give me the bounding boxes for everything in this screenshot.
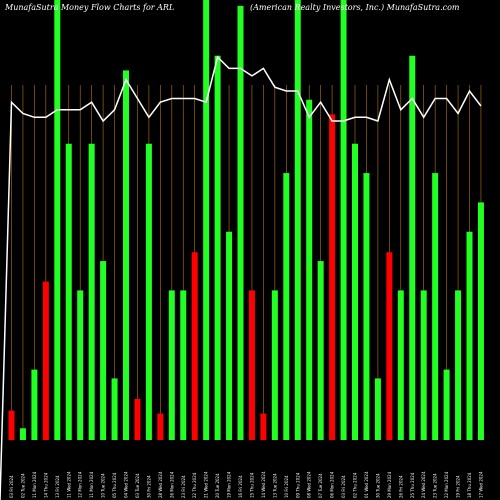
bar [42,281,49,440]
x-tick-label: 03 Fri 2024 [9,475,14,498]
bar-series [8,0,484,441]
bar [294,0,301,440]
bar [237,5,244,440]
bar [271,290,278,440]
bar [306,99,313,440]
bar [88,143,95,440]
x-tick-label: 02 Thu 2024 [353,472,358,498]
x-tick-label: 15 Thu 2024 [249,472,254,498]
bar [214,55,221,440]
x-tick-label: 30 Tue 2024 [375,473,380,498]
x-tick-label: 22 Thu 2024 [192,472,197,498]
x-tick-label: 08 Wed 2024 [307,471,312,498]
x-tick-label: 10 Fri 2024 [284,475,289,498]
bar [260,413,267,440]
bar [352,143,358,440]
x-tick-label: 04 Wed 2024 [124,471,129,498]
bar [420,290,427,440]
bar [180,290,187,440]
bar [283,173,290,441]
x-tick-label: 23 Tue 2024 [433,473,438,498]
bar [31,369,38,440]
bar [455,290,462,440]
bar [157,413,164,440]
bar [248,290,255,440]
x-tick-label: 11 Mon 2024 [89,471,94,498]
x-tick-label: 22 Mon 2024 [444,471,449,498]
chart-title-right: (American Realty Investors, Inc.) Munafa… [250,3,460,12]
bar [77,290,84,440]
bar [397,290,404,440]
bar [111,378,118,440]
bar [226,231,233,440]
x-tick-label: 23 Fri 2024 [181,475,186,498]
x-tick-label: 03 Fri 2024 [341,475,346,498]
bar [386,252,393,440]
x-tick-label: 05 Thu 2024 [112,472,117,498]
bar [65,143,72,440]
bar [340,0,347,440]
bar [329,114,336,441]
bar [191,252,198,440]
bar [134,398,141,440]
x-tick-label: 16 Fri 2024 [238,475,243,498]
bar [100,261,107,440]
x-tick-label: 02 Tue 2024 [20,473,25,498]
x-tick-label: 01 Wed 2024 [364,471,369,498]
chart-title-left: MunafaSutra Money Flow Charts for ARL [4,3,174,12]
bar [477,202,484,440]
x-tick-label: 11 Wed 2024 [66,471,71,498]
x-tick-label: 19 Fri 2024 [456,475,461,498]
x-tick-label: 20 Tue 2024 [215,473,220,498]
x-tick-label: 28 Wed 2024 [158,471,163,498]
x-tick-label: 13 Tue 2024 [272,473,277,498]
x-tick-label: 11 Mon 2024 [32,471,37,498]
bar [363,173,370,441]
bar [123,70,129,441]
x-tick-label: 14 Wed 2024 [261,471,266,498]
x-tick-label: 13 Fri 2024 [55,475,60,498]
x-tick-label: 29 Mon 2024 [387,471,392,498]
x-tick-label: 26 Mon 2024 [169,471,174,498]
bar [19,428,26,440]
x-tick-label: 10 Tue 2024 [101,473,106,498]
x-tick-label: 21 Wed 2024 [204,471,209,498]
bar [54,0,61,440]
x-tick-label: 19 Mon 2024 [227,471,232,498]
bar [145,143,152,440]
x-tick-label: 14 Thu 2024 [43,472,48,498]
bar [409,55,416,440]
money-flow-line [0,55,482,500]
bar [432,173,439,441]
bar [374,378,381,440]
x-tick-label: 25 Thu 2024 [410,472,415,498]
x-tick-label: 24 Wed 2024 [421,471,426,498]
x-tick-label: 30 Fri 2024 [146,475,151,498]
bar [203,0,210,440]
x-tick-label: 09 Thu 2024 [295,472,300,498]
bar [317,261,324,440]
bar [466,231,473,440]
x-tick-label: 12 Mon 2024 [78,471,83,498]
x-tick-label: 07 Tue 2024 [318,473,323,498]
x-tick-labels: 03 Fri 2024 02 Tue 2024 11 Mon 2024 14 Thu … [9,471,483,498]
bar [168,290,175,440]
line-series [0,55,482,500]
x-tick-label: 26 Fri 2024 [398,475,403,498]
x-tick-label: 18 Thu 2024 [467,472,472,498]
bar [8,410,15,440]
x-tick-label: 17 Wed 2024 [478,471,483,498]
x-tick-label: 06 Mon 2024 [330,471,335,498]
x-tick-label: 03 Tue 2024 [135,473,140,498]
bar [443,369,450,440]
